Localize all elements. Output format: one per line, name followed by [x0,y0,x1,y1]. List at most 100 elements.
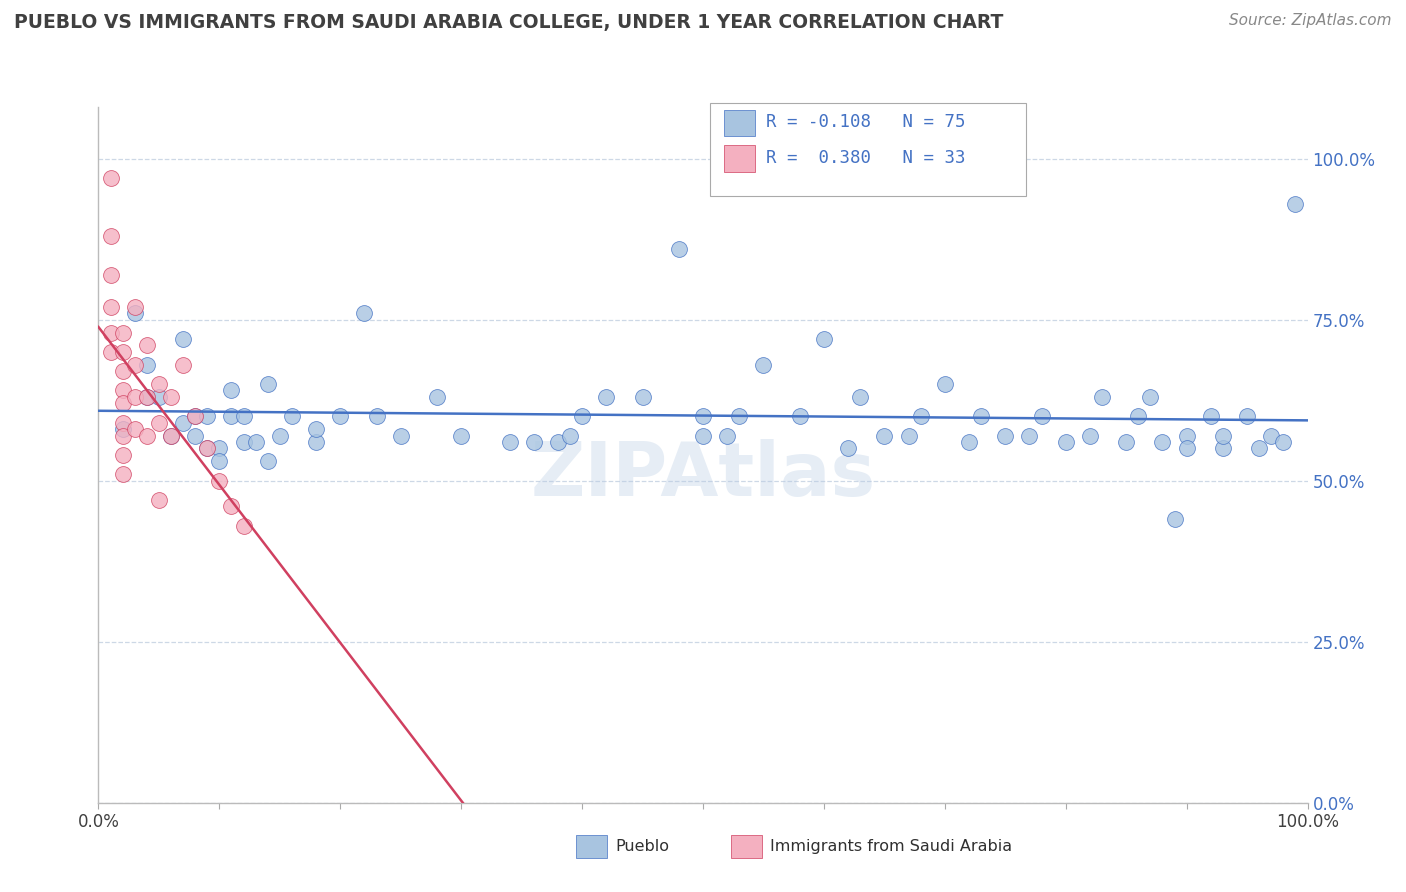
Point [184,428,207,442]
Text: Source: ZipAtlas.com: Source: ZipAtlas.com [1229,13,1392,29]
Point [547,435,569,450]
Point [305,435,328,450]
Text: R =  0.380   N = 33: R = 0.380 N = 33 [766,149,966,167]
Point [100,300,122,314]
Point [172,332,194,346]
Point [1175,428,1198,442]
Point [148,416,170,430]
Point [135,358,157,372]
Point [100,326,122,340]
Point [135,338,157,352]
Point [111,416,134,430]
Point [970,409,993,424]
Point [111,364,134,378]
Point [1018,428,1040,442]
Point [498,435,520,450]
Point [837,442,859,456]
Point [172,358,194,372]
Point [558,428,581,442]
Point [124,306,146,320]
Point [1163,512,1185,526]
Point [124,300,146,314]
Point [111,448,134,462]
Point [873,428,896,442]
Point [195,442,218,456]
Point [389,428,412,442]
Point [910,409,932,424]
Point [195,442,218,456]
Point [789,409,811,424]
Point [1236,409,1258,424]
Point [221,384,243,398]
Point [111,422,134,436]
Point [994,428,1017,442]
Point [1272,435,1295,450]
Point [450,428,472,442]
Point [595,390,617,404]
Point [111,384,134,398]
Point [523,435,546,450]
Point [111,344,134,359]
Point [256,454,278,468]
Point [184,409,207,424]
Point [160,428,183,442]
Point [232,409,254,424]
Point [752,358,775,372]
Point [221,500,243,514]
Point [426,390,449,404]
Point [934,377,956,392]
Point [897,428,920,442]
Point [148,390,170,404]
Point [100,170,122,185]
Point [135,390,157,404]
Point [1115,435,1137,450]
Point [1031,409,1053,424]
Point [124,390,146,404]
Point [571,409,593,424]
Text: Pueblo: Pueblo [616,839,669,854]
Point [111,326,134,340]
Point [256,377,278,392]
Point [1175,442,1198,456]
Point [329,409,352,424]
Point [849,390,872,404]
Text: PUEBLO VS IMMIGRANTS FROM SAUDI ARABIA COLLEGE, UNDER 1 YEAR CORRELATION CHART: PUEBLO VS IMMIGRANTS FROM SAUDI ARABIA C… [14,13,1004,32]
Point [1091,390,1114,404]
Point [232,435,254,450]
Point [160,428,183,442]
Point [631,390,654,404]
Point [1284,196,1306,211]
Point [1128,409,1150,424]
Point [148,493,170,508]
Point [813,332,835,346]
Point [281,409,304,424]
Text: ZIPAtlas: ZIPAtlas [530,439,876,512]
Point [1078,428,1101,442]
Point [111,396,134,410]
Point [100,344,122,359]
Point [124,358,146,372]
Point [160,390,183,404]
Point [1199,409,1222,424]
Point [716,428,738,442]
Point [1152,435,1174,450]
Point [366,409,388,424]
Point [208,474,231,488]
Point [668,242,690,256]
Point [353,306,375,320]
Point [1249,442,1271,456]
Point [692,409,714,424]
Point [135,428,157,442]
Point [221,409,243,424]
Point [232,518,254,533]
Point [269,428,291,442]
Text: R = -0.108   N = 75: R = -0.108 N = 75 [766,113,966,131]
Point [305,422,328,436]
Point [184,409,207,424]
Point [1212,442,1234,456]
Point [172,416,194,430]
Point [208,454,231,468]
Point [1212,428,1234,442]
Point [100,228,122,243]
Point [245,435,267,450]
